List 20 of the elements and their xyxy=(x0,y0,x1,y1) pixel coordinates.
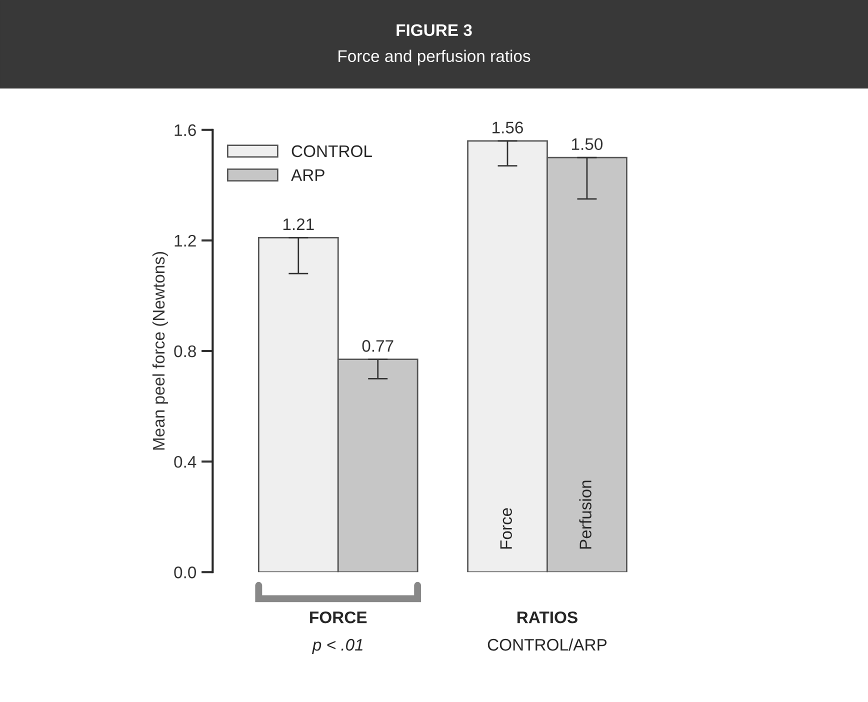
y-tick-label: 0.0 xyxy=(174,566,196,578)
y-tick-label: 1.6 xyxy=(174,124,196,136)
data-label: 0.77 xyxy=(362,340,394,352)
annotation: Force xyxy=(500,508,512,549)
text: CONTROL/ARP xyxy=(488,638,607,651)
chart-title: FIGURE 3 xyxy=(396,24,472,36)
y-tick-label: 1.2 xyxy=(174,234,196,246)
chart-subtitle: Force and perfusion ratios xyxy=(338,50,530,66)
x-tick-label: FORCE xyxy=(310,611,367,624)
text: p < .01 xyxy=(312,638,362,654)
y-tick-label: 0.8 xyxy=(174,345,196,358)
annotation: Perfusion xyxy=(579,480,592,549)
y-tick-label: 0.4 xyxy=(174,456,196,468)
data-label: 1.50 xyxy=(572,138,603,150)
y-axis-title: Mean peel force (Newtons) xyxy=(152,252,168,450)
data-label: 1.56 xyxy=(492,122,523,134)
legend-label: ARP xyxy=(291,169,324,181)
legend-label: CONTROL xyxy=(292,145,372,158)
x-tick-label: RATIOS xyxy=(517,611,578,624)
data-label: 1.21 xyxy=(283,218,314,230)
